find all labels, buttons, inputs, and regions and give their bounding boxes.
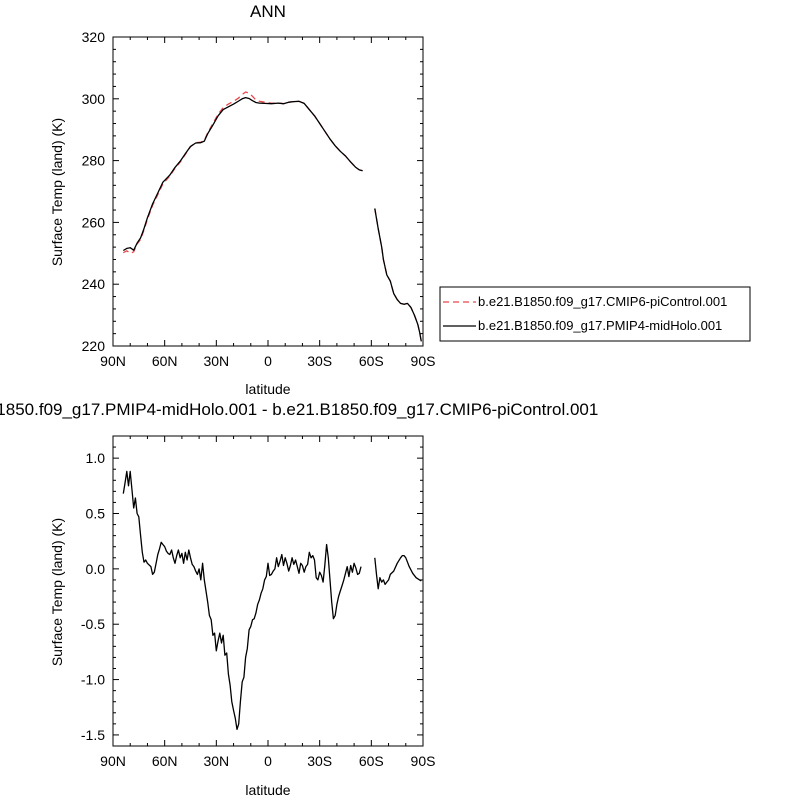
top-x-tick-label: 30N [203,353,229,369]
top-series-0-line-segment-0 [122,91,363,254]
bottom-x-tick-label: 60N [152,753,178,769]
top-y-tick-label: 220 [82,338,106,354]
bottom-x-tick-label: 30N [203,753,229,769]
top-x-tick-label: 60N [152,353,178,369]
legend-box [439,286,751,342]
top-axes: 90N 60N 30N 0 30S 60S 90S 220 240 260 280 300 320 [82,29,436,369]
top-plot-frame [112,36,424,347]
top-x-tick-label: 60S [359,353,384,369]
bottom-x-axis-label: latitude [245,782,290,798]
top-panel: ANN 90N 60N 30N 0 30S 60S 90S 220 240 260 280 300 32… [49,2,435,397]
bottom-panel-title: b.e21.B1850.f09_g17.PMIP4-midHolo.001 - … [0,400,598,419]
bottom-series-layer [122,470,422,731]
bottom-x-tick-label: 90N [100,753,126,769]
top-y-tick-label: 260 [82,214,106,230]
bottom-y-tick-label: 0.0 [86,561,106,577]
top-x-tick-label: 90N [100,353,126,369]
bottom-y-tick-label: -1.5 [81,727,105,743]
bottom-axes: 90N 60N 30N 0 30S 60S 90S 1.0 0.5 0.0 -0.5 -1.0 -1.5 [81,435,436,769]
bottom-x-tick-label: 60S [359,753,384,769]
top-series-1-line-segment-0 [122,96,363,252]
top-series-1-line-segment-1 [374,208,422,342]
top-series-0-line-segment-1 [374,208,422,342]
top-y-tick-label: 280 [82,153,106,169]
bottom-y-axis-label: Surface Temp (land) (K) [49,518,65,666]
bottom-x-tick-label: 90S [411,753,436,769]
bottom-x-tick-label: 30S [307,753,332,769]
top-y-tick-label: 320 [82,29,106,45]
bottom-x-tick-label: 0 [264,753,272,769]
bottom-y-tick-label: 0.5 [86,506,106,522]
top-panel-title: ANN [250,2,286,21]
top-y-tick-label: 300 [82,91,106,107]
bottom-series-0-line-segment-1 [374,554,422,590]
bottom-plot-frame [112,435,424,747]
bottom-series-0-line-segment-0 [122,470,362,731]
top-x-tick-label: 90S [411,353,436,369]
legend-label-midholo: b.e21.B1850.f09_g17.PMIP4-midHolo.001 [478,318,722,333]
top-y-tick-label: 240 [82,276,106,292]
top-y-axis-label: Surface Temp (land) (K) [49,118,65,266]
legend-label-picontrol: b.e21.B1850.f09_g17.CMIP6-piControl.001 [478,294,727,309]
top-x-axis-label: latitude [245,381,290,397]
bottom-panel: b.e21.B1850.f09_g17.PMIP4-midHolo.001 - … [0,400,598,798]
bottom-y-tick-label: 1.0 [86,450,106,466]
top-series-layer [122,91,422,342]
bottom-y-tick-label: -0.5 [81,616,105,632]
legend: b.e21.B1850.f09_g17.CMIP6-piControl.001 … [439,286,751,342]
top-x-tick-label: 0 [264,353,272,369]
top-x-tick-label: 30S [307,353,332,369]
bottom-y-tick-label: -1.0 [81,672,105,688]
